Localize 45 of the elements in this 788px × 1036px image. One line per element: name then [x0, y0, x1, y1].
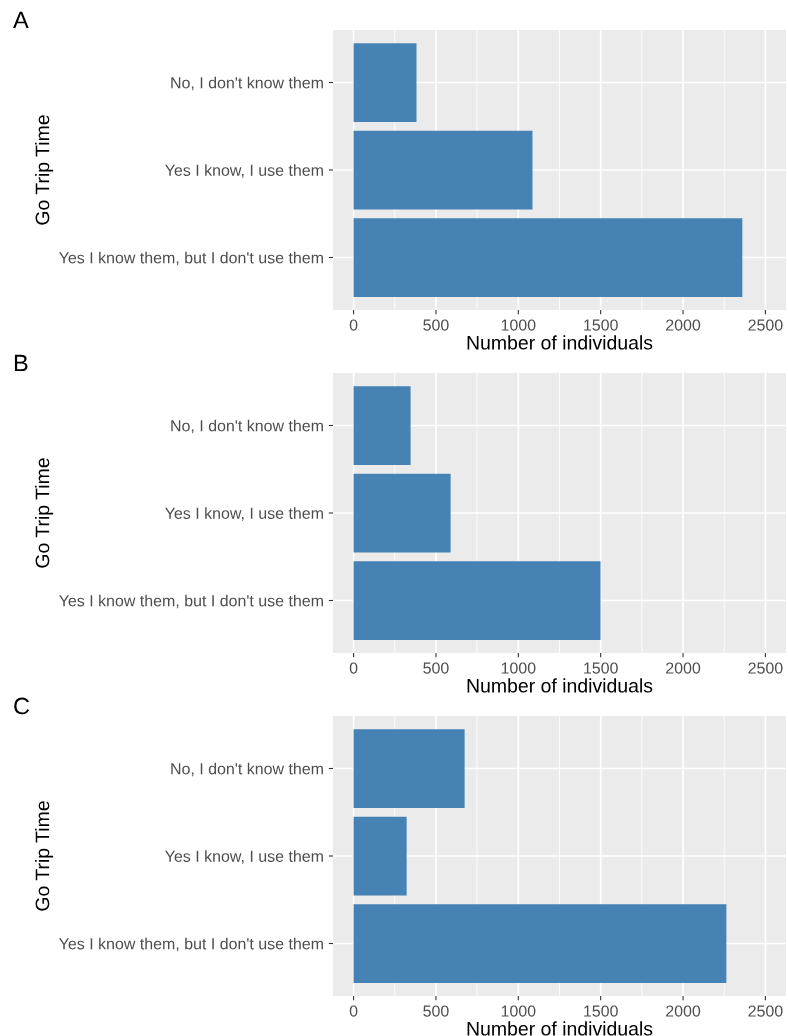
- y-tick-label: Yes I know them, but I don't use them: [59, 251, 323, 266]
- y-tick-label: Yes I know, I use them: [165, 164, 323, 178]
- x-tick-label: 2500: [748, 319, 783, 331]
- bar: [353, 816, 407, 896]
- bar: [353, 561, 601, 640]
- bar: [353, 218, 743, 297]
- x-axis-title: Number of individuals: [467, 1021, 653, 1036]
- bar: [353, 386, 411, 465]
- x-tick-label: 2500: [748, 662, 783, 674]
- bar: [353, 729, 465, 808]
- y-tick-label: No, I don't know them: [171, 762, 323, 777]
- x-tick-label: 1000: [501, 1005, 536, 1017]
- y-axis-title: Go Trip Time: [35, 458, 54, 568]
- bar: [353, 43, 417, 122]
- x-tick-label: 2500: [748, 1005, 783, 1017]
- text: C: [14, 697, 30, 715]
- x-tick-label: 1500: [584, 1005, 618, 1017]
- x-tick-label: 500: [423, 662, 449, 674]
- bar: [353, 130, 533, 210]
- text: A: [13, 11, 29, 29]
- x-axis-title: Number of individuals: [467, 335, 653, 350]
- x-tick-label: 2000: [666, 662, 701, 674]
- x-tick-label: 500: [423, 1005, 449, 1017]
- y-axis-title: Go Trip Time: [35, 115, 54, 225]
- y-tick-label: Yes I know them, but I don't use them: [59, 937, 323, 952]
- text: B: [14, 354, 28, 372]
- y-tick-label: No, I don't know them: [171, 76, 323, 91]
- x-tick-label: 0: [349, 662, 358, 674]
- x-tick-label: 1000: [501, 319, 536, 331]
- x-tick-label: 0: [349, 319, 358, 331]
- bar: [353, 904, 727, 983]
- x-tick-label: 500: [423, 319, 449, 331]
- y-tick-label: Yes I know, I use them: [165, 507, 323, 521]
- y-tick-label: Yes I know them, but I don't use them: [59, 594, 323, 609]
- x-tick-label: 0: [349, 1005, 358, 1017]
- x-tick-label: 1000: [501, 662, 536, 674]
- x-axis-title: Number of individuals: [467, 678, 653, 693]
- y-tick-label: Yes I know, I use them: [165, 850, 323, 864]
- x-tick-label: 2000: [666, 1005, 701, 1017]
- y-tick-label: No, I don't know them: [171, 419, 323, 434]
- x-tick-label: 1500: [584, 662, 618, 674]
- x-tick-label: 2000: [666, 319, 701, 331]
- y-axis-title: Go Trip Time: [35, 801, 54, 911]
- bar: [353, 473, 451, 553]
- x-tick-label: 1500: [584, 319, 618, 331]
